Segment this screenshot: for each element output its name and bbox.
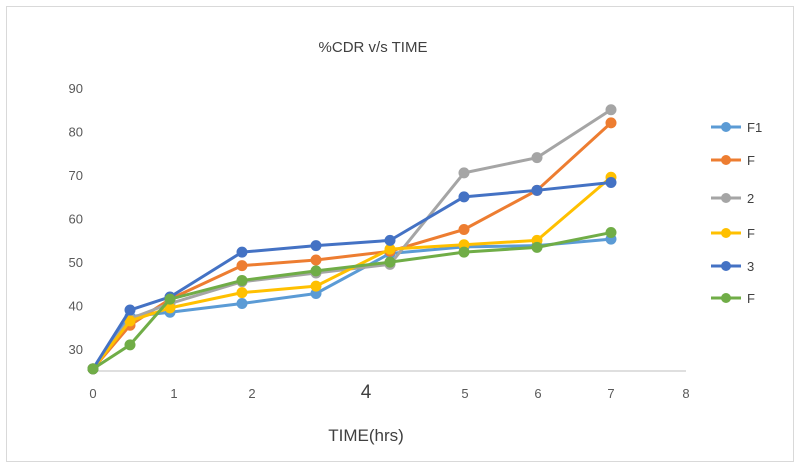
legend-marker (721, 293, 731, 303)
legend-item: F (711, 291, 755, 306)
data-point (124, 315, 136, 327)
x-tick-label: 2 (248, 386, 255, 401)
legend-item: 2 (711, 191, 754, 206)
data-point (605, 227, 617, 239)
data-point (458, 167, 470, 179)
legend-item: F (711, 226, 755, 241)
data-point (124, 339, 136, 351)
data-point (310, 254, 322, 266)
legend-label: 2 (747, 191, 754, 206)
data-point (384, 234, 396, 246)
x-axis-ticks: 0 1 2 4 5 6 7 8 (89, 382, 689, 403)
legend-item: 3 (711, 259, 754, 274)
x-tick-label: 1 (170, 386, 177, 401)
x-axis-label: TIME(hrs) (328, 426, 404, 445)
legend-marker (721, 193, 731, 203)
x-tick-label: 5 (461, 386, 468, 401)
data-point (384, 256, 396, 268)
data-point (310, 265, 322, 277)
y-tick-label: 30 (69, 342, 83, 357)
data-point (605, 176, 617, 188)
legend-label: F1 (747, 120, 762, 135)
legend-label: F (747, 226, 755, 241)
x-tick-label: 7 (607, 386, 614, 401)
legend-item: F (711, 153, 755, 168)
data-point (236, 298, 248, 310)
x-tick-label: 4 (361, 382, 372, 403)
y-tick-label: 90 (69, 81, 83, 96)
legend-label: 3 (747, 259, 754, 274)
data-point (531, 152, 543, 164)
legend: F1 F 2 F 3 F (711, 120, 762, 306)
legend-marker (721, 261, 731, 271)
x-tick-label: 6 (534, 386, 541, 401)
data-point (605, 117, 617, 129)
series-6 (87, 227, 617, 375)
legend-label: F (747, 153, 755, 168)
x-tick-label: 8 (682, 386, 689, 401)
data-point (87, 363, 99, 375)
data-point (236, 260, 248, 272)
y-tick-label: 60 (69, 212, 83, 227)
data-point (236, 246, 248, 258)
data-point (310, 280, 322, 292)
legend-marker (721, 155, 731, 165)
legend-item: F1 (711, 120, 762, 135)
data-point (164, 293, 176, 305)
chart-title: %CDR v/s TIME (319, 39, 428, 56)
data-point (531, 241, 543, 253)
legend-marker (721, 122, 731, 132)
legend-label: F (747, 291, 755, 306)
data-point (458, 224, 470, 235)
x-tick-label: 0 (89, 386, 96, 401)
data-point (458, 191, 470, 203)
y-tick-label: 50 (69, 255, 83, 270)
data-point (236, 274, 248, 286)
data-point (605, 104, 617, 116)
y-axis-ticks: 30 40 50 60 70 80 90 (69, 81, 83, 357)
y-tick-label: 70 (69, 168, 83, 183)
data-point (236, 287, 248, 299)
data-point (124, 304, 136, 316)
data-point (310, 240, 322, 252)
series-group (87, 104, 617, 375)
data-point (531, 184, 543, 196)
y-tick-label: 40 (69, 299, 83, 314)
data-point (458, 246, 470, 258)
y-tick-label: 80 (69, 125, 83, 140)
legend-marker (721, 228, 731, 238)
